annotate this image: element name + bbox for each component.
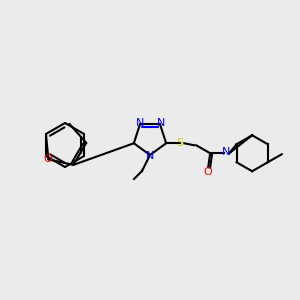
Text: N: N (157, 118, 165, 128)
Text: N: N (146, 151, 154, 161)
Text: S: S (177, 138, 184, 148)
Text: O: O (204, 167, 212, 177)
Text: N: N (136, 118, 144, 128)
Text: O: O (43, 154, 52, 164)
Text: N: N (222, 147, 230, 157)
